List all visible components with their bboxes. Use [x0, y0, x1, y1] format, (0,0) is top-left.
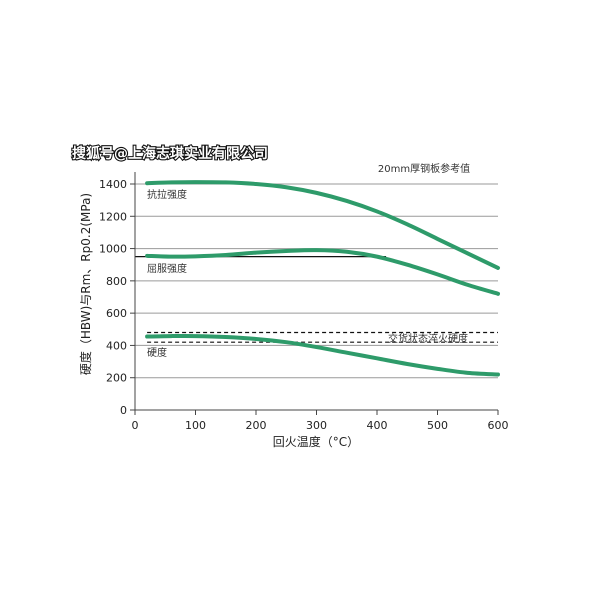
y-tick-label: 200 [106, 372, 127, 385]
series-lines [145, 180, 500, 377]
series-label: 屈服强度 [147, 262, 187, 275]
x-tick-label: 600 [488, 419, 509, 432]
y-tick-label: 800 [106, 275, 127, 288]
watermark: 搜狐号@上海志琪实业有限公司 [72, 145, 268, 162]
x-tick-label: 500 [427, 419, 448, 432]
y-tick-label: 1200 [99, 210, 127, 223]
x-axis-title: 回火温度（°C） [273, 434, 359, 449]
reference-lines [135, 256, 498, 343]
y-tick-label: 600 [106, 307, 127, 320]
y-tick-label: 1400 [99, 178, 127, 191]
y-tick-label: 0 [120, 404, 127, 417]
x-tick-label: 200 [246, 419, 267, 432]
annotation-label: 交货状态淬火硬度 [388, 332, 468, 345]
chart-title: 20mm厚钢板参考值 [378, 162, 470, 175]
axes: 0 200 400 600 800 1000 1200 1400 0 100 200 300 400 50… [99, 172, 509, 432]
x-tick-label: 0 [132, 419, 139, 432]
y-tick-label: 400 [106, 339, 127, 352]
series-label: 硬度 [147, 346, 167, 359]
x-tick-label: 300 [306, 419, 327, 432]
x-tick-label: 100 [185, 419, 206, 432]
y-tick-label: 1000 [99, 243, 127, 256]
x-tick-label: 400 [367, 419, 388, 432]
series-line [145, 333, 500, 377]
series-label: 抗拉强度 [147, 188, 187, 201]
y-axis-title: 硬度（HBW)与Rm、Rp0.2(MPa) [78, 193, 93, 375]
series-line [145, 248, 500, 296]
series-line [145, 180, 500, 270]
